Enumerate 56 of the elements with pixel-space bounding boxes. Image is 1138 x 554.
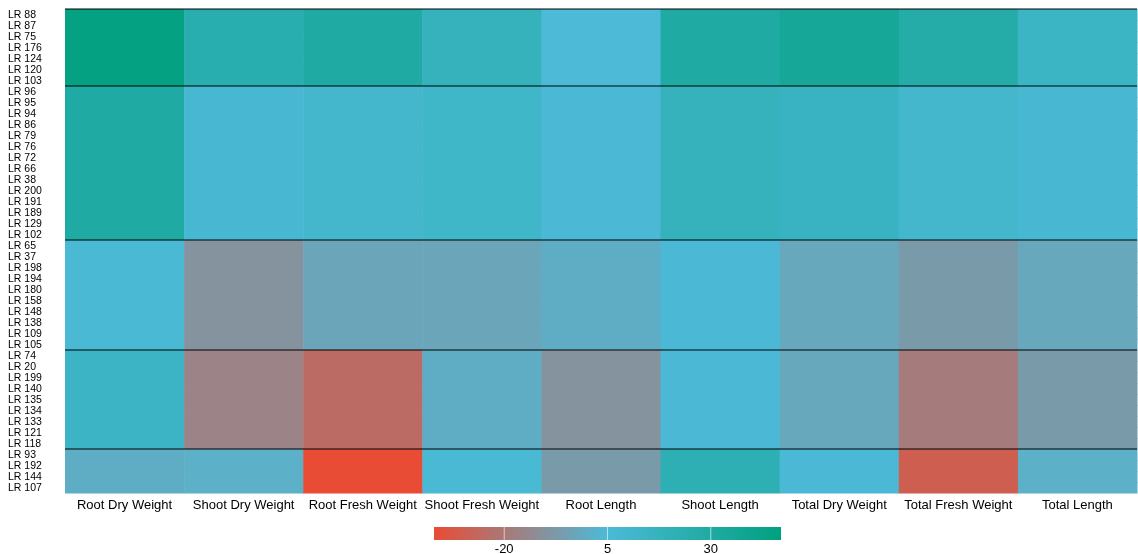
y-tick-label: LR 129 xyxy=(8,217,43,230)
x-tick-label: Shoot Dry Weight xyxy=(192,497,295,512)
x-tick-label: Total Dry Weight xyxy=(791,497,888,512)
y-tick-label: LR 158 xyxy=(8,294,43,307)
y-tick-label: LR 134 xyxy=(8,404,43,417)
y-tick-label: LR 124 xyxy=(8,52,43,65)
y-tick-label: LR 87 xyxy=(8,19,37,32)
x-tick-label: Total Fresh Weight xyxy=(904,497,1013,512)
y-tick-label: LR 86 xyxy=(8,118,37,131)
color-bar-label: 30 xyxy=(703,541,719,554)
y-tick-label: LR 135 xyxy=(8,393,43,406)
y-tick-label: LR 107 xyxy=(8,481,43,494)
y-tick-label: LR 138 xyxy=(8,316,43,329)
y-tick-label: LR 102 xyxy=(8,228,43,241)
y-tick-label: LR 76 xyxy=(8,140,37,153)
y-tick-label: LR 79 xyxy=(8,129,37,142)
color-bar-label: 5 xyxy=(603,541,612,554)
x-tick-label: Root Fresh Weight xyxy=(308,497,418,512)
y-tick-label: LR 198 xyxy=(8,261,43,274)
y-tick-label: LR 37 xyxy=(8,250,37,263)
y-tick-label: LR 103 xyxy=(8,74,43,87)
y-tick-label: LR 20 xyxy=(8,360,37,373)
y-tick-label: LR 148 xyxy=(8,305,43,318)
x-tick-label: Root Dry Weight xyxy=(76,497,173,512)
y-tick-label: LR 176 xyxy=(8,41,43,54)
y-tick-label: LR 121 xyxy=(8,426,43,439)
y-tick-label: LR 120 xyxy=(8,63,43,76)
y-tick-label: LR 109 xyxy=(8,327,43,340)
y-tick-label: LR 95 xyxy=(8,96,37,109)
y-tick-label: LR 65 xyxy=(8,239,37,252)
y-tick-label: LR 189 xyxy=(8,206,43,219)
x-tick-label: Root Length xyxy=(565,497,637,512)
y-tick-label: LR 191 xyxy=(8,195,43,208)
y-tick-label: LR 93 xyxy=(8,448,37,461)
y-tick-label: LR 105 xyxy=(8,338,43,351)
y-tick-label: LR 66 xyxy=(8,162,37,175)
y-tick-label: LR 96 xyxy=(8,85,37,98)
x-tick-label: Total Length xyxy=(1042,497,1113,512)
y-tick-label: LR 180 xyxy=(8,283,43,296)
x-tick-label: Shoot Fresh Weight xyxy=(424,497,540,512)
y-tick-label: LR 140 xyxy=(8,382,43,395)
color-bar-label: -20 xyxy=(494,541,514,554)
y-tick-label: LR 133 xyxy=(8,415,43,428)
y-tick-label: LR 144 xyxy=(8,470,43,483)
y-tick-label: LR 74 xyxy=(8,349,37,362)
y-tick-label: LR 199 xyxy=(8,371,43,384)
y-tick-label: LR 38 xyxy=(8,173,37,186)
y-tick-label: LR 94 xyxy=(8,107,37,120)
y-tick-label: LR 88 xyxy=(8,8,37,21)
y-tick-label: LR 194 xyxy=(8,272,43,285)
y-tick-label: LR 192 xyxy=(8,459,43,472)
y-tick-label: LR 75 xyxy=(8,30,37,43)
x-tick-label: Shoot Length xyxy=(681,497,759,512)
y-tick-label: LR 118 xyxy=(8,437,42,450)
y-tick-label: LR 72 xyxy=(8,151,37,164)
y-tick-label: LR 200 xyxy=(8,184,43,197)
